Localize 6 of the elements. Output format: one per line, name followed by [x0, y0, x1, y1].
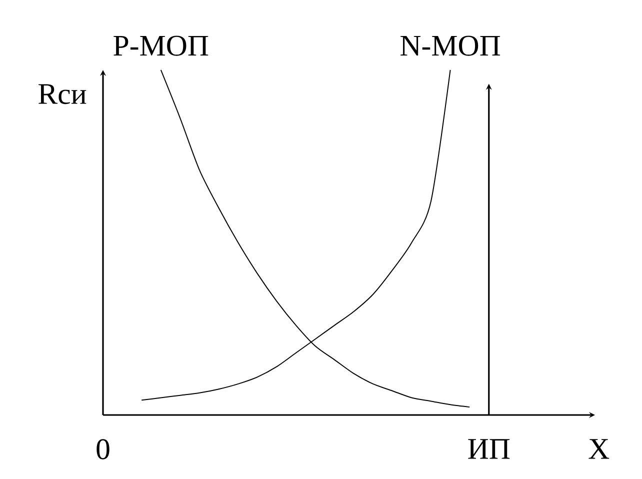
x-tick-label: 0 — [96, 439, 110, 460]
series-label: P-МОП — [114, 36, 208, 56]
series-label: N-МОП — [400, 36, 500, 56]
x-axis-title: X — [588, 439, 610, 459]
y-axis-title: Rси — [38, 84, 86, 104]
x-tick-label: ИП — [468, 439, 510, 459]
